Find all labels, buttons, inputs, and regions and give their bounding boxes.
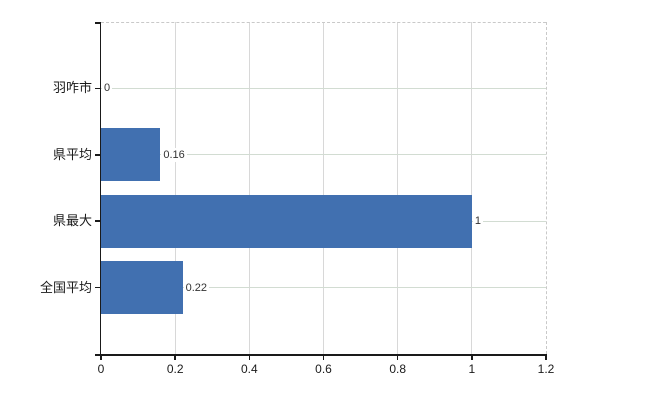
bar-value-label: 0.22 — [183, 280, 209, 295]
x-axis-tick — [100, 354, 102, 360]
x-tick-label: 1.2 — [537, 362, 555, 376]
y-axis-tick — [95, 286, 101, 289]
gridline-vertical — [248, 22, 250, 354]
bar — [101, 261, 183, 315]
x-tick-label: 0.6 — [315, 362, 332, 376]
x-axis-tick — [174, 354, 176, 360]
plot-right-border — [546, 22, 547, 354]
x-tick-label: 1 — [468, 362, 476, 376]
x-axis-tick — [471, 354, 473, 360]
x-axis-line — [95, 354, 546, 356]
category-label: 県最大 — [52, 213, 92, 229]
gridline-vertical — [174, 22, 176, 354]
bar-value-label: 1 — [472, 214, 483, 229]
x-tick-label: 0.4 — [240, 362, 258, 376]
plot-top-border — [101, 22, 546, 23]
gridline-horizontal — [101, 87, 546, 89]
x-axis-tick — [248, 354, 251, 360]
y-axis-top-cap — [95, 22, 101, 24]
gridline-horizontal — [101, 287, 546, 289]
bar — [101, 194, 472, 248]
gridline-vertical — [471, 22, 473, 354]
y-axis-line — [99, 22, 101, 360]
category-label: 羽咋市 — [52, 80, 92, 96]
plot-area: 0 0.16 1 0.22 — [101, 22, 546, 354]
gridline-horizontal — [101, 154, 546, 156]
x-tick-label: 0.8 — [389, 362, 406, 376]
bar-value-label: 0 — [102, 81, 113, 96]
y-axis-tick — [95, 154, 101, 156]
bar-value-label: 0.16 — [161, 147, 187, 162]
x-axis-tick — [396, 354, 399, 360]
x-tick-label: 0.2 — [166, 362, 184, 376]
gridline-vertical — [397, 22, 399, 354]
category-label: 県平均 — [52, 146, 92, 162]
gridline-vertical — [323, 22, 324, 354]
x-tick-label: 0 — [97, 362, 105, 376]
bar — [101, 128, 161, 182]
category-label: 全国平均 — [39, 279, 92, 295]
x-axis-tick — [545, 354, 547, 360]
y-axis-tick — [95, 220, 101, 222]
x-axis-tick — [322, 354, 325, 360]
y-axis-tick — [95, 87, 101, 90]
